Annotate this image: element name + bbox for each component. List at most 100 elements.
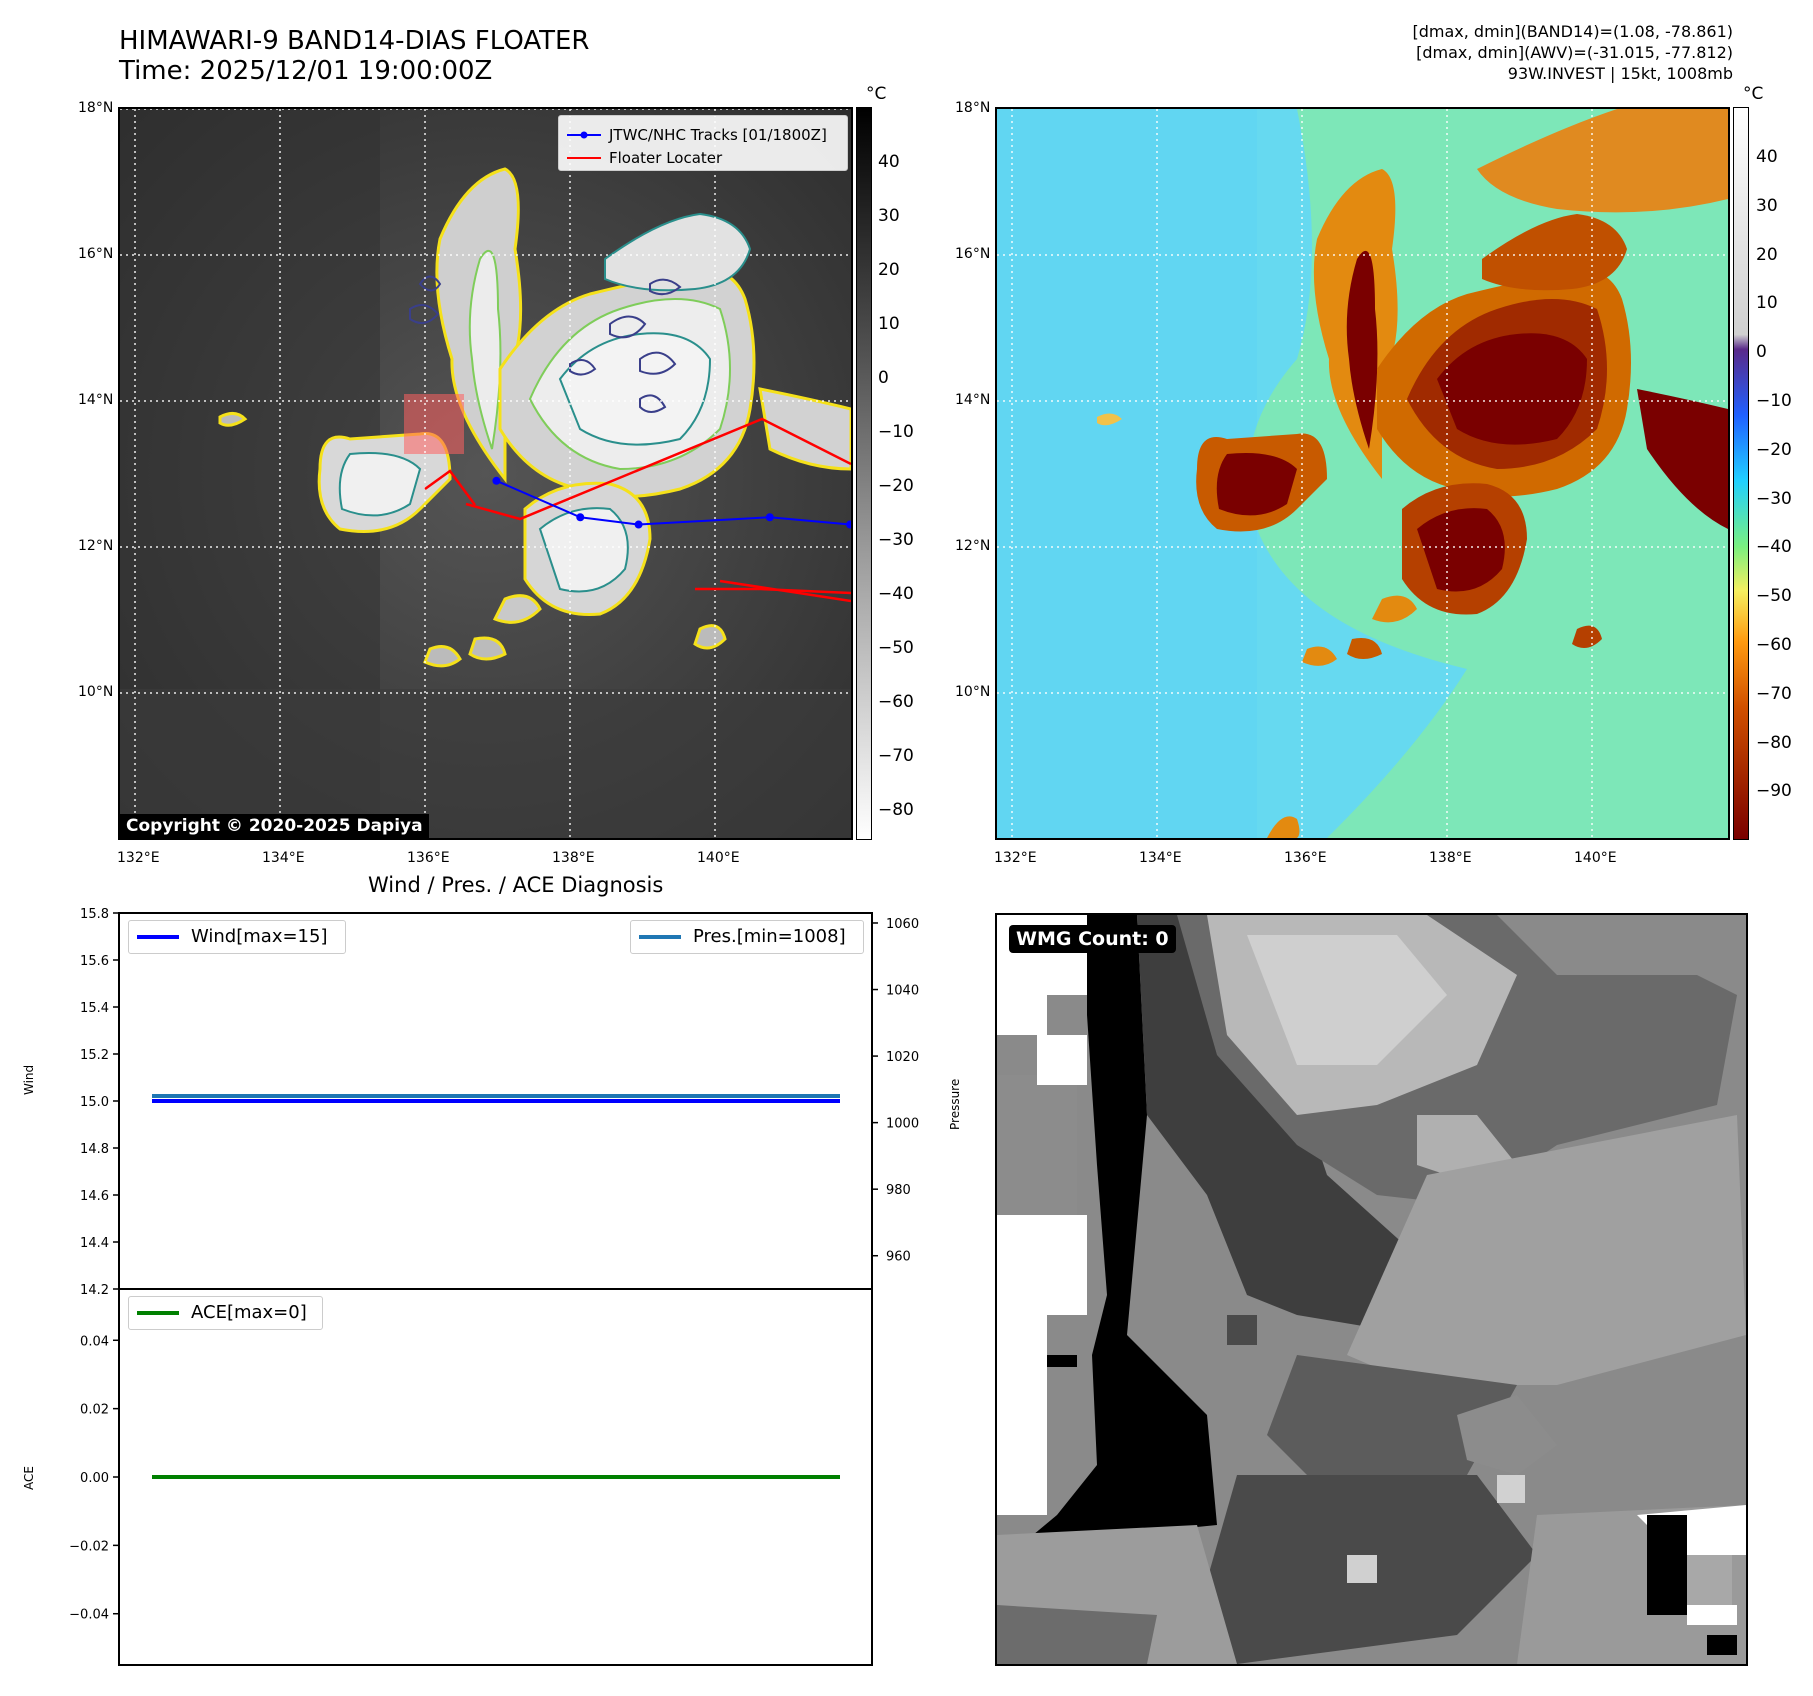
floater-locater-lines	[424, 417, 851, 603]
wind-tick: 15.6	[80, 954, 109, 969]
pressure-legend-label: Pres.[min=1008]	[693, 926, 846, 947]
lon-tick: 136°E	[407, 850, 450, 866]
wmg-panel: WMG Count: 0	[995, 913, 1748, 1666]
colorbar-tick: −50	[878, 638, 914, 658]
colorbar-tick: −10	[878, 422, 914, 442]
ace-tick: 0.00	[80, 1471, 109, 1486]
lat-tick: 12°N	[955, 538, 991, 554]
colorbar-tick: 0	[878, 368, 889, 388]
colorbar-tick: −90	[1756, 781, 1792, 802]
colorbar-tick: −40	[878, 584, 914, 604]
colorbar-tick: 30	[878, 206, 900, 226]
wind-tick: 14.4	[80, 1236, 109, 1251]
ace-tick: −0.02	[69, 1539, 109, 1554]
colorbar-tick: 40	[1756, 147, 1778, 167]
ace-legend-label: ACE[max=0]	[191, 1302, 307, 1323]
colorbar-tick: 20	[878, 260, 900, 280]
legend-track-label: JTWC/NHC Tracks [01/1800Z]	[609, 126, 827, 144]
wind-tick: 15.8	[80, 907, 109, 922]
pressure-tick: 1040	[886, 984, 919, 999]
band14-range-info: [dmax, dmin](BAND14)=(1.08, -78.861)	[1412, 22, 1734, 41]
lat-tick: 14°N	[955, 392, 991, 408]
lon-tick: 140°E	[697, 850, 740, 866]
wind-tick: 15.4	[80, 1001, 109, 1016]
colorbar-tick: −10	[1756, 391, 1792, 411]
ace-tick: 0.04	[80, 1334, 109, 1349]
track-layer	[492, 476, 851, 529]
colorbar-tick: −80	[1756, 732, 1792, 753]
colorbar-tick: −60	[1756, 635, 1792, 655]
pressure-tick: 1060	[886, 917, 919, 932]
awv-map-image	[997, 109, 1728, 838]
wind-axis-label: Wind	[22, 1064, 36, 1095]
colorbar-tick: −20	[878, 476, 914, 496]
lat-tick: 16°N	[78, 246, 114, 262]
ir-colorbar-unit: °C	[866, 84, 887, 104]
lat-tick: 14°N	[78, 392, 114, 408]
lat-tick: 18°N	[955, 100, 991, 116]
lat-tick: 16°N	[955, 246, 991, 262]
lon-tick: 136°E	[1284, 850, 1327, 866]
colorbar-tick: −70	[1756, 683, 1792, 704]
colorbar-tick: 10	[1756, 293, 1778, 314]
ir-map-legend: JTWC/NHC Tracks [01/1800Z] Floater Locat…	[558, 115, 848, 171]
awv-cloud-masses	[1097, 109, 1728, 838]
wind-pres-axes	[118, 912, 873, 1290]
awv-range-info: [dmax, dmin](AWV)=(-31.015, -77.812)	[1416, 43, 1733, 62]
floater-box	[404, 394, 464, 454]
pressure-tick: 1020	[886, 1050, 919, 1065]
storm-info: 93W.INVEST | 15kt, 1008mb	[1507, 64, 1733, 83]
ace-axes	[118, 1288, 873, 1666]
colorbar-tick: −80	[878, 800, 914, 820]
pressure-tick: 1000	[886, 1117, 919, 1132]
wind-tick: 15.2	[80, 1048, 109, 1063]
ace-legend: ACE[max=0]	[128, 1296, 323, 1330]
lon-tick: 134°E	[262, 850, 305, 866]
colorbar-tick: 40	[878, 152, 900, 172]
awv-map-panel	[995, 107, 1730, 840]
storm-track-point	[846, 520, 851, 529]
lat-tick: 10°N	[78, 684, 114, 700]
ir-map-image	[120, 109, 851, 838]
colorbar-tick: 0	[1756, 342, 1767, 363]
lon-tick: 138°E	[552, 850, 595, 866]
wind-legend-label: Wind[max=15]	[191, 926, 328, 947]
ir-map-panel: JTWC/NHC Tracks [01/1800Z] Floater Locat…	[118, 107, 853, 840]
ace-axis-label: ACE	[22, 1466, 36, 1490]
awv-colorbar-unit: °C	[1743, 84, 1764, 104]
lon-tick: 132°E	[117, 850, 160, 866]
storm-track-point	[492, 476, 501, 485]
awv-colorbar	[1733, 107, 1749, 840]
figure-time: Time: 2025/12/01 19:00:00Z	[119, 56, 493, 86]
lon-tick: 138°E	[1429, 850, 1472, 866]
storm-track-point	[634, 520, 643, 529]
ace-tick: −0.04	[69, 1608, 109, 1623]
wmg-image	[997, 915, 1746, 1664]
pressure-axis-label: Pressure	[948, 1078, 962, 1130]
diagnosis-title: Wind / Pres. / ACE Diagnosis	[368, 873, 664, 897]
lat-tick: 10°N	[955, 684, 991, 700]
wind-tick: 14.2	[80, 1283, 109, 1298]
pressure-tick: 980	[886, 1183, 911, 1198]
legend-track-marker	[580, 131, 588, 139]
colorbar-tick: −20	[1756, 439, 1792, 460]
colorbar-tick: 10	[878, 314, 900, 334]
figure-title: HIMAWARI-9 BAND14-DIAS FLOATER	[119, 26, 590, 56]
storm-track-point	[765, 513, 774, 522]
colorbar-tick: −30	[1756, 488, 1792, 509]
lon-tick: 140°E	[1574, 850, 1617, 866]
lat-tick: 12°N	[78, 538, 114, 554]
pressure-tick: 960	[886, 1250, 911, 1265]
colorbar-tick: −30	[878, 530, 914, 550]
lon-tick: 132°E	[994, 850, 1037, 866]
colorbar-tick: −50	[1756, 586, 1792, 607]
ir-colorbar	[856, 107, 872, 840]
lon-tick: 134°E	[1139, 850, 1182, 866]
legend-floater-label: Floater Locater	[609, 149, 723, 167]
colorbar-tick: 20	[1756, 244, 1778, 265]
pressure-legend: Pres.[min=1008]	[630, 920, 864, 954]
wind-tick: 15.0	[80, 1095, 109, 1110]
wind-tick: 14.6	[80, 1189, 109, 1204]
colorbar-tick: −60	[878, 692, 914, 712]
colorbar-tick: 30	[1756, 195, 1778, 216]
